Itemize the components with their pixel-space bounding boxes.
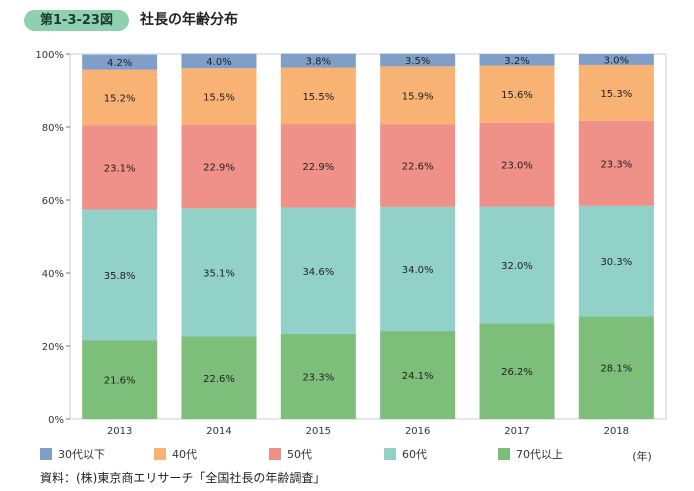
bar-segment — [578, 54, 654, 65]
data-label: 32.0% — [501, 261, 533, 272]
bar-segment — [479, 206, 555, 324]
bar-segment — [280, 207, 356, 334]
data-label: 35.8% — [104, 271, 136, 282]
bar-segment — [578, 316, 654, 419]
bar-segment — [479, 65, 555, 123]
x-tick-label: 2013 — [107, 426, 132, 437]
data-label: 15.6% — [501, 90, 533, 101]
bar-segment — [578, 205, 654, 317]
x-tick-label: 2014 — [206, 426, 231, 437]
legend-swatch — [498, 448, 510, 460]
data-label: 22.6% — [203, 374, 235, 385]
bar-segment — [82, 69, 158, 126]
bar-segment — [82, 125, 158, 210]
data-label: 22.6% — [402, 162, 434, 173]
data-label: 21.6% — [104, 376, 136, 387]
x-tick-label: 2015 — [306, 426, 331, 437]
data-label: 22.9% — [203, 163, 235, 174]
legend-swatch — [154, 448, 166, 460]
source-note: 資料：(株)東京商エリサーチ「全国社長の年齢調査」 — [40, 471, 326, 485]
data-label: 4.0% — [206, 57, 231, 68]
legend-label: 60代 — [402, 448, 427, 461]
data-label: 28.1% — [600, 364, 632, 375]
data-label: 3.2% — [504, 56, 529, 67]
plot-frame — [69, 53, 667, 420]
data-label: 3.5% — [405, 56, 430, 67]
y-tick-label: 60% — [42, 196, 64, 207]
bar-segment — [280, 67, 356, 125]
bar-segment — [280, 124, 356, 208]
data-label: 35.1% — [203, 268, 235, 279]
bar-segment — [479, 122, 555, 207]
x-axis-unit: (年) — [632, 449, 652, 463]
bar-segment — [380, 53, 456, 67]
bar-segment — [181, 208, 257, 337]
data-label: 26.2% — [501, 367, 533, 378]
y-tick-label: 100% — [35, 50, 64, 61]
bar-segment — [578, 64, 654, 121]
data-label: 3.0% — [604, 55, 629, 66]
x-tick-label: 2016 — [405, 426, 430, 437]
data-label: 4.2% — [107, 58, 132, 69]
data-label: 30.3% — [600, 257, 632, 268]
bar-segment — [280, 53, 356, 68]
bar-segment — [380, 206, 456, 332]
data-label: 34.0% — [402, 265, 434, 276]
legend-swatch — [40, 448, 52, 460]
data-label: 15.3% — [600, 89, 632, 100]
y-tick-label: 40% — [42, 269, 64, 280]
data-label: 24.1% — [402, 371, 434, 382]
legend-swatch — [269, 448, 281, 460]
legend-label: 30代以下 — [58, 448, 105, 461]
data-label: 23.1% — [104, 163, 136, 174]
legend-label: 50代 — [287, 448, 312, 461]
data-label: 15.2% — [104, 93, 136, 104]
y-tick-label: 0% — [48, 415, 64, 426]
legend-label: 70代以上 — [516, 448, 563, 461]
data-label: 22.9% — [302, 162, 334, 173]
bar-segment — [479, 54, 555, 66]
data-label: 15.9% — [402, 91, 434, 102]
data-label: 15.5% — [302, 92, 334, 103]
bar-segment — [181, 124, 257, 209]
x-tick-label: 2018 — [604, 426, 629, 437]
data-label: 23.3% — [600, 159, 632, 170]
bar-segment — [181, 53, 257, 69]
legend-swatch — [384, 448, 396, 460]
bar-segment — [181, 68, 257, 125]
bar-segment — [82, 54, 158, 70]
bar-segment — [380, 124, 456, 207]
bar-segment — [380, 66, 456, 125]
data-label: 23.3% — [302, 372, 334, 383]
bar-segment — [82, 340, 158, 419]
legend-label: 40代 — [172, 448, 197, 461]
data-label: 34.6% — [302, 267, 334, 278]
figure-number-badge: 第1-3-23図 — [24, 10, 129, 31]
bar-segment — [578, 120, 654, 206]
bar-segment — [280, 333, 356, 419]
data-label: 23.0% — [501, 161, 533, 172]
data-label: 15.5% — [203, 93, 235, 104]
bar-segment — [380, 331, 456, 419]
data-label: 3.8% — [306, 57, 331, 68]
y-tick-label: 20% — [42, 342, 64, 353]
y-tick-label: 80% — [42, 123, 64, 134]
figure-title: 社長の年齢分布 — [140, 12, 238, 28]
bar-segment — [479, 323, 555, 419]
bar-segment — [82, 209, 158, 341]
x-tick-label: 2017 — [504, 426, 529, 437]
bar-segment — [181, 336, 257, 419]
